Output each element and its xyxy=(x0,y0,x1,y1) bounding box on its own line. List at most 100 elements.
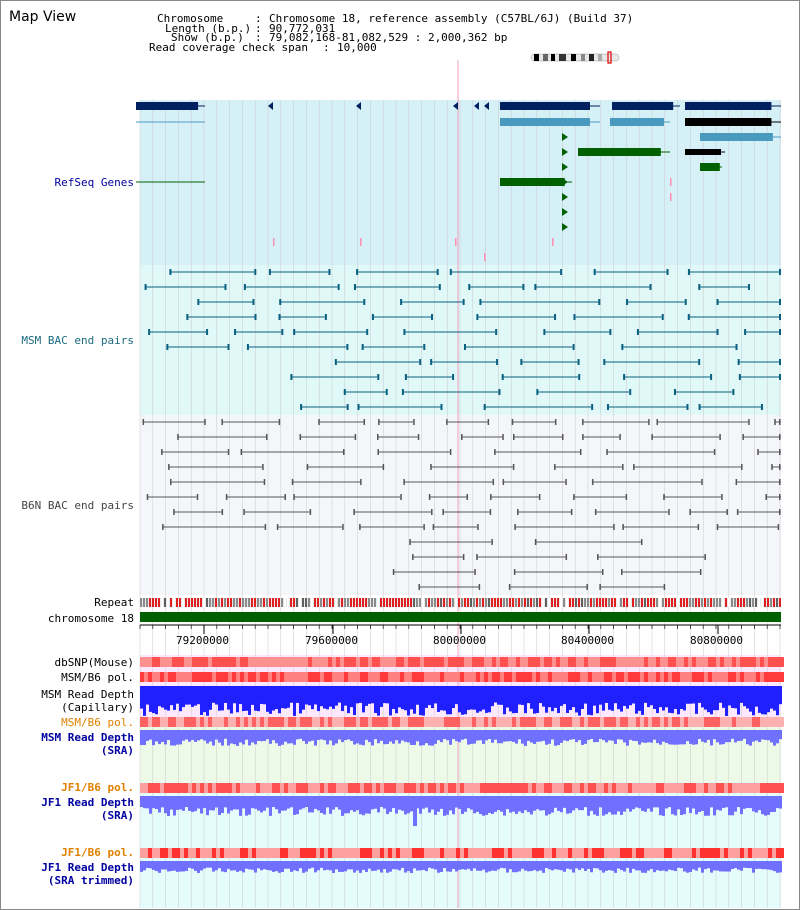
depth-bar xyxy=(455,686,458,705)
repeat-block xyxy=(299,598,301,607)
repeat-block xyxy=(317,598,319,607)
depth-bar xyxy=(755,796,758,813)
heat-cell xyxy=(576,657,580,667)
repeat-block xyxy=(467,598,469,607)
heat-cell xyxy=(624,848,628,858)
heat-cell xyxy=(252,783,256,793)
heat-cell xyxy=(320,848,324,858)
heat-cell xyxy=(636,783,640,793)
bac-end xyxy=(661,314,664,320)
heat-cell xyxy=(344,672,348,682)
heat-cell xyxy=(764,848,768,858)
track-label-jf1-read-depth-trim[interactable]: JF1 Read Depth xyxy=(41,861,134,874)
bac-end xyxy=(462,554,465,560)
heat-cell xyxy=(492,717,496,727)
heat-cell xyxy=(476,657,480,667)
depth-bar xyxy=(779,796,782,809)
depth-bar xyxy=(374,796,377,809)
depth-bar xyxy=(143,861,146,871)
heat-cell xyxy=(388,717,392,727)
track-label-refseq-genes[interactable]: RefSeq Genes xyxy=(54,176,134,189)
depth-bar xyxy=(491,730,494,743)
track-label-repeat[interactable]: Repeat xyxy=(94,596,134,609)
bac-end xyxy=(606,404,609,410)
heat-cell xyxy=(220,717,224,727)
heat-cell xyxy=(528,657,532,667)
depth-bar xyxy=(311,730,314,741)
repeat-block xyxy=(200,598,202,607)
heat-cell xyxy=(724,717,728,727)
heat-cell xyxy=(204,848,208,858)
repeat-block xyxy=(764,598,766,607)
track-label-b6n-bac-end-pairs[interactable]: B6N BAC end pairs xyxy=(21,499,134,512)
track-label-chromosome[interactable]: chromosome 18 xyxy=(47,612,134,625)
heat-cell xyxy=(700,657,704,667)
heat-cell xyxy=(744,717,748,727)
heat-cell xyxy=(380,657,384,667)
depth-bar xyxy=(602,686,605,711)
track-label-msm-b6-pol-2[interactable]: MSM/B6 pol. xyxy=(61,716,134,729)
bac-end xyxy=(538,494,541,500)
depth-bar xyxy=(506,861,509,873)
depth-bar xyxy=(704,730,707,743)
depth-bar xyxy=(566,861,569,869)
bac-end xyxy=(142,419,145,425)
depth-bar xyxy=(245,730,248,740)
heat-cell xyxy=(320,717,324,727)
heat-cell xyxy=(600,657,604,667)
depth-bar xyxy=(482,730,485,744)
heat-cell xyxy=(272,717,276,727)
heat-cell xyxy=(484,717,488,727)
track-label-msm-bac-end-pairs[interactable]: MSM BAC end pairs xyxy=(21,334,134,347)
depth-bar xyxy=(296,861,299,872)
bac-end xyxy=(449,269,452,275)
depth-bar xyxy=(710,730,713,746)
track-label-msm-b6-pol-1[interactable]: MSM/B6 pol. xyxy=(61,671,134,684)
depth-bar xyxy=(461,686,464,715)
bac-end xyxy=(666,269,669,275)
heat-cell xyxy=(372,848,376,858)
heat-cell xyxy=(588,717,592,727)
depth-bar xyxy=(545,730,548,745)
track-label-jf1-b6-pol-2[interactable]: JF1/B6 pol. xyxy=(61,846,134,859)
heat-cell xyxy=(268,657,272,667)
heat-cell xyxy=(472,783,476,793)
repeat-block xyxy=(713,598,715,607)
depth-bar xyxy=(554,861,557,870)
track-label-jf1-read-depth-sra[interactable]: JF1 Read Depth xyxy=(41,796,134,809)
depth-bar xyxy=(341,730,344,743)
depth-bar xyxy=(704,686,707,710)
repeat-block xyxy=(347,598,349,607)
track-label-msm-read-depth-sra[interactable]: MSM Read Depth xyxy=(41,731,134,744)
chromosome-ideogram[interactable] xyxy=(528,51,623,65)
bac-end xyxy=(591,404,594,410)
heat-cell xyxy=(744,672,748,682)
depth-bar xyxy=(464,796,467,812)
heat-cell xyxy=(508,672,512,682)
repeat-block xyxy=(296,598,298,607)
heat-cell xyxy=(596,783,600,793)
depth-bar xyxy=(563,730,566,741)
track-label-dbsnp[interactable]: dbSNP(Mouse) xyxy=(54,656,134,669)
heat-cell xyxy=(252,672,256,682)
gene-block xyxy=(685,102,772,110)
heat-cell xyxy=(712,783,716,793)
heat-cell xyxy=(740,672,744,682)
heat-cell xyxy=(400,657,404,667)
depth-bar xyxy=(515,796,518,814)
repeat-block xyxy=(575,598,577,607)
depth-bar xyxy=(185,796,188,808)
bac-end xyxy=(483,404,486,410)
depth-bar xyxy=(344,686,347,706)
track-label-msm-read-depth-cap[interactable]: MSM Read Depth xyxy=(41,688,134,701)
repeat-block xyxy=(689,598,691,607)
heat-cell xyxy=(556,717,560,727)
depth-bar xyxy=(752,686,755,716)
depth-bar xyxy=(275,796,278,810)
bac-end xyxy=(710,374,713,380)
bac-end xyxy=(586,584,588,590)
bac-end xyxy=(461,434,463,440)
bac-end xyxy=(501,374,504,380)
track-label-jf1-b6-pol-1[interactable]: JF1/B6 pol. xyxy=(61,781,134,794)
